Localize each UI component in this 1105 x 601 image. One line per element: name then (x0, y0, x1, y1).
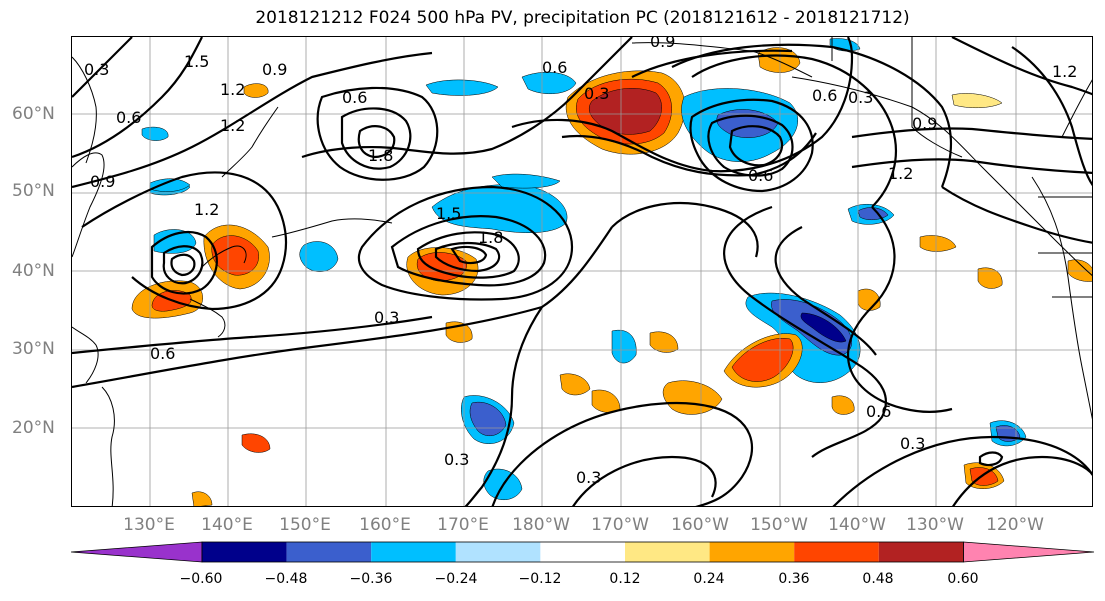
warm-anomaly (969, 467, 999, 486)
warm-anomaly (731, 337, 794, 382)
warm-anomaly (649, 331, 679, 353)
map-canvas: 0.3 0.6 0.9 1.2 1.5 1.8 1.2 1.5 1.8 0.3 … (72, 37, 1092, 506)
contour-label: 1.2 (220, 116, 245, 135)
colorbar-tick: 0.12 (609, 571, 641, 587)
colorbar-tick: 0.24 (693, 571, 725, 587)
colorbar-segment (455, 542, 541, 562)
colorbar-segment (794, 542, 879, 562)
cool-anomaly (141, 126, 169, 141)
colorbar-tick: −0.36 (349, 571, 393, 587)
contour-label: 0.6 (748, 166, 773, 185)
contour-label: 0.9 (912, 114, 937, 133)
contour-label: 0.9 (262, 60, 287, 79)
colorbar-segment (371, 542, 456, 562)
contour-label: 0.3 (900, 434, 925, 453)
contour-label: 0.3 (444, 450, 469, 469)
lon-label-160e: 160°E (359, 515, 411, 535)
contour-label: 1.2 (220, 80, 245, 99)
warm-anomaly (559, 373, 591, 396)
lon-label-120w: 120°W (986, 515, 1044, 535)
colorbar-tick: 0.36 (778, 571, 810, 587)
cool-anomaly (491, 173, 561, 189)
colorbar-extend-low (71, 541, 203, 563)
cool-anomaly (299, 241, 339, 272)
contour-label: 1.5 (436, 204, 461, 223)
warm-anomaly (919, 235, 957, 252)
colorbar-extend-high (963, 541, 1095, 563)
colorbar-segment (878, 542, 964, 562)
contour-label: 0.6 (542, 58, 567, 77)
coastlines (72, 37, 1092, 506)
lon-label-170e: 170°E (437, 515, 489, 535)
graticule (72, 37, 1092, 506)
colorbar-segments (71, 541, 1095, 563)
contour-label: 0.9 (650, 37, 675, 51)
figure-title: 2018121212 F024 500 hPa PV, precipitatio… (255, 8, 910, 28)
contour-label: 0.3 (576, 468, 601, 487)
contour-label: 0.3 (84, 60, 109, 79)
warm-anomaly (591, 389, 621, 413)
contour-label: 0.6 (866, 402, 891, 421)
lon-label-180w: 180°W (512, 515, 570, 535)
colorbar-segment (202, 542, 287, 562)
contour-label: 0.3 (848, 88, 873, 107)
cool-anomaly (469, 401, 507, 437)
colorbar-segment (625, 542, 710, 562)
lon-label-140w: 140°W (828, 515, 886, 535)
contour-label: 0.3 (584, 84, 609, 103)
colorbar-tick: −0.48 (264, 571, 308, 587)
contour-label: 1.2 (888, 164, 913, 183)
contour-label: 0.3 (374, 308, 399, 327)
lon-label-170w: 170°W (591, 515, 649, 535)
lon-label-150w: 150°W (750, 515, 808, 535)
colorbar-outline (201, 541, 964, 563)
colorbar-tick: 0.60 (947, 571, 979, 587)
colorbar (71, 541, 1095, 563)
warm-anomaly (191, 491, 213, 506)
warm-anomaly (589, 88, 662, 135)
colorbar-tick: 0.48 (862, 571, 894, 587)
warm-anomaly (243, 83, 269, 98)
cool-anomaly (149, 178, 191, 192)
colorbar-segment (540, 542, 625, 562)
contour-label: 0.6 (116, 108, 141, 127)
lat-label-60n: 60°N (12, 104, 55, 124)
contour-label: 0.6 (342, 88, 367, 107)
pv-contours (72, 37, 1092, 506)
colorbar-tick: −0.12 (518, 571, 562, 587)
contour-label: 0.9 (90, 172, 115, 191)
contour-label: 0.6 (812, 86, 837, 105)
contour-label: 1.8 (478, 228, 503, 247)
cool-anomaly (425, 79, 499, 96)
warm-anomaly (662, 380, 723, 415)
lat-label-20n: 20°N (12, 418, 55, 438)
warm-anomaly (831, 395, 855, 415)
contour-label: 1.2 (194, 200, 219, 219)
cool-anomaly (611, 329, 637, 364)
warm-anomaly (241, 433, 271, 453)
contour-label: 0.6 (150, 344, 175, 363)
lon-label-130w: 130°W (906, 515, 964, 535)
contour-label: 1.2 (1052, 62, 1077, 81)
cool-anomaly (800, 312, 847, 343)
warm-anomaly (977, 267, 1003, 289)
contour-label: 1.8 (368, 146, 393, 165)
colorbar-segment (709, 542, 795, 562)
cool-anomaly (153, 229, 197, 254)
lon-label-140e: 140°E (201, 515, 253, 535)
contour-label-group: 0.3 0.6 0.9 1.2 1.5 1.8 1.2 1.5 1.8 0.3 … (84, 37, 1077, 487)
lat-label-50n: 50°N (12, 181, 55, 201)
lon-label-150e: 150°E (279, 515, 331, 535)
lon-label-130e: 130°E (123, 515, 175, 535)
warm-anomaly (951, 93, 1003, 108)
lat-label-30n: 30°N (12, 339, 55, 359)
colorbar-tick: −0.24 (434, 571, 478, 587)
colorbar-segment (286, 542, 372, 562)
lon-label-160w: 160°W (671, 515, 729, 535)
map-panel: 0.3 0.6 0.9 1.2 1.5 1.8 1.2 1.5 1.8 0.3 … (71, 36, 1093, 507)
contour-label: 1.5 (184, 52, 209, 71)
colorbar-tick: −0.60 (179, 571, 223, 587)
lat-label-40n: 40°N (12, 261, 55, 281)
warm-anomaly (857, 288, 881, 311)
